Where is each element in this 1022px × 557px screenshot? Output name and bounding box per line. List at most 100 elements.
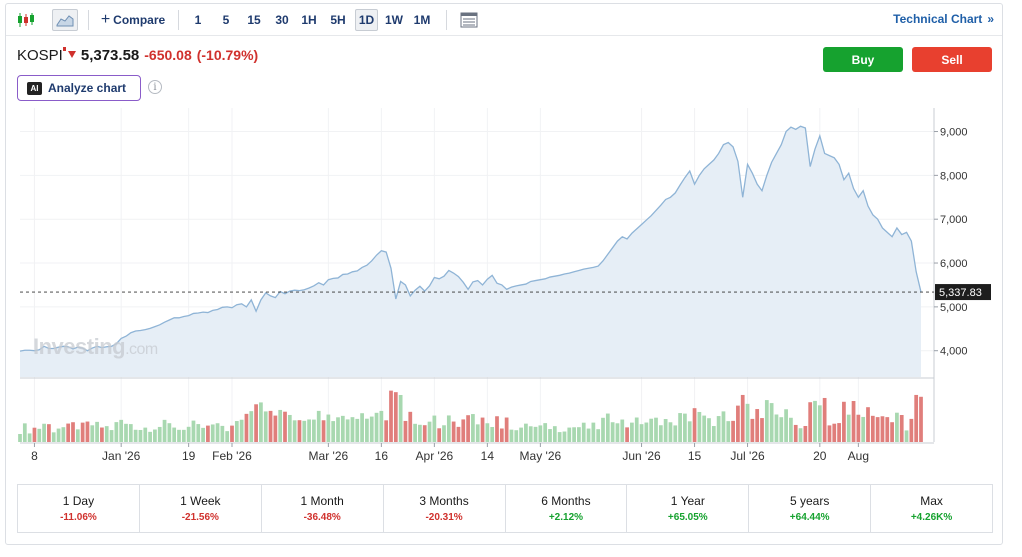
volume-bar xyxy=(71,422,75,442)
volume-bar xyxy=(312,419,316,442)
interval-1w[interactable]: 1W xyxy=(385,13,403,27)
candlestick-chart-button[interactable] xyxy=(14,9,38,31)
table-view-button[interactable] xyxy=(457,9,481,31)
interval-15[interactable]: 15 xyxy=(247,13,261,27)
volume-bar xyxy=(413,423,417,442)
technical-chart-link[interactable]: Technical Chart » xyxy=(893,12,994,26)
volume-bar xyxy=(813,400,817,442)
volume-bar xyxy=(254,404,258,442)
period-1-year[interactable]: 1 Year +65.05% xyxy=(627,485,750,532)
volume-bar xyxy=(663,419,668,442)
volume-bar xyxy=(365,418,369,442)
x-tick-label: Feb '26 xyxy=(212,449,252,463)
period-label: 6 Months xyxy=(541,494,591,508)
interval-1m[interactable]: 1M xyxy=(413,13,431,27)
price-change-percent: (-10.79%) xyxy=(196,47,259,63)
volume-bar xyxy=(803,425,808,442)
volume-bar xyxy=(90,425,95,442)
x-tick-label: 14 xyxy=(481,449,495,463)
volume-bar xyxy=(620,419,625,442)
period-1-week[interactable]: 1 Week -21.56% xyxy=(140,485,262,532)
y-tick-label: 5,000 xyxy=(940,302,968,314)
buy-button[interactable]: Buy xyxy=(823,47,903,72)
x-tick-label: Mar '26 xyxy=(309,449,349,463)
compare-button[interactable]: + Compare xyxy=(97,9,169,31)
volume-bar xyxy=(605,413,610,442)
volume-bar xyxy=(124,423,128,442)
volume-bar xyxy=(225,431,230,442)
chart-widget: + Compare 1 5 15 30 1H 5H 1D 1W 1M Techn… xyxy=(5,3,1003,545)
period-3-months[interactable]: 3 Months -20.31% xyxy=(384,485,506,532)
volume-bar xyxy=(234,421,239,442)
period-5-years[interactable]: 5 years +64.44% xyxy=(749,485,872,532)
area-chart-button[interactable] xyxy=(52,9,78,31)
volume-bar xyxy=(673,425,678,442)
volume-bar xyxy=(466,415,470,442)
interval-5h[interactable]: 5H xyxy=(330,13,346,27)
sell-button[interactable]: Sell xyxy=(912,47,992,72)
volume-bar xyxy=(625,427,629,442)
volume-bar xyxy=(711,426,716,442)
interval-5[interactable]: 5 xyxy=(222,13,230,27)
volume-bar xyxy=(702,415,707,442)
volume-bar xyxy=(393,392,398,442)
volume-bar xyxy=(668,422,673,442)
interval-1[interactable]: 1 xyxy=(194,13,202,27)
toolbar-divider xyxy=(178,10,179,30)
volume-bar xyxy=(181,429,186,442)
period-1-day[interactable]: 1 Day -11.06% xyxy=(18,485,140,532)
volume-bar xyxy=(678,413,682,442)
volume-bar xyxy=(220,425,225,442)
interval-1h[interactable]: 1H xyxy=(301,13,317,27)
volume-bar xyxy=(239,419,244,442)
volume-bar xyxy=(244,413,249,442)
volume-bar xyxy=(495,416,499,442)
volume-bar xyxy=(851,401,856,442)
investing-watermark: Investing.com xyxy=(33,334,158,360)
volume-bar xyxy=(56,428,61,442)
y-tick-label: 8,000 xyxy=(940,170,968,182)
x-tick-label: 8 xyxy=(31,449,38,463)
volume-bar xyxy=(596,429,601,442)
volume-bar xyxy=(692,408,697,442)
volume-bar xyxy=(210,424,215,442)
period-1-month[interactable]: 1 Month -36.48% xyxy=(262,485,384,532)
volume-bar xyxy=(345,419,350,442)
interval-1d[interactable]: 1D xyxy=(355,9,378,31)
volume-bar xyxy=(509,429,514,442)
volume-bar xyxy=(206,425,210,442)
technical-chart-label: Technical Chart xyxy=(893,12,983,26)
info-icon[interactable]: i xyxy=(148,80,162,94)
volume-bar xyxy=(369,416,374,442)
volume-bar xyxy=(128,424,133,442)
volume-bar xyxy=(442,425,446,442)
volume-bar xyxy=(119,419,124,442)
double-chevron-right-icon: » xyxy=(987,12,994,26)
volume-bar xyxy=(586,428,591,442)
x-tick-label: 16 xyxy=(375,449,389,463)
period-label: 1 Week xyxy=(180,494,221,508)
period-max[interactable]: Max +4.26K% xyxy=(871,485,992,532)
period-label: 3 Months xyxy=(419,494,469,508)
price-chart[interactable]: 5,337.83 4,000 5,000 6,000 7,000 8,000 9,000 8 J… xyxy=(6,4,1002,474)
interval-30[interactable]: 30 xyxy=(275,13,289,27)
volume-bar xyxy=(355,418,360,442)
price-series-line xyxy=(19,125,922,352)
volume-bar xyxy=(514,430,519,442)
volume-bar xyxy=(61,427,66,442)
volume-bar xyxy=(683,413,687,442)
analyze-chart-button[interactable]: AI Analyze chart xyxy=(17,75,141,101)
volume-bar xyxy=(774,414,779,442)
symbol-name: KOSPI xyxy=(17,47,63,64)
compare-label: Compare xyxy=(113,13,166,27)
volume-bar xyxy=(172,427,177,442)
volume-bar xyxy=(846,414,851,442)
analyze-chart-label: Analyze chart xyxy=(48,81,127,95)
volume-bar xyxy=(591,422,596,442)
period-6-months[interactable]: 6 Months +2.12% xyxy=(506,485,628,532)
volume-bar xyxy=(196,424,201,442)
volume-bar xyxy=(32,427,37,442)
y-tick-label: 7,000 xyxy=(940,214,968,226)
period-change: +4.26K% xyxy=(910,512,953,523)
volume-bar xyxy=(273,415,278,442)
